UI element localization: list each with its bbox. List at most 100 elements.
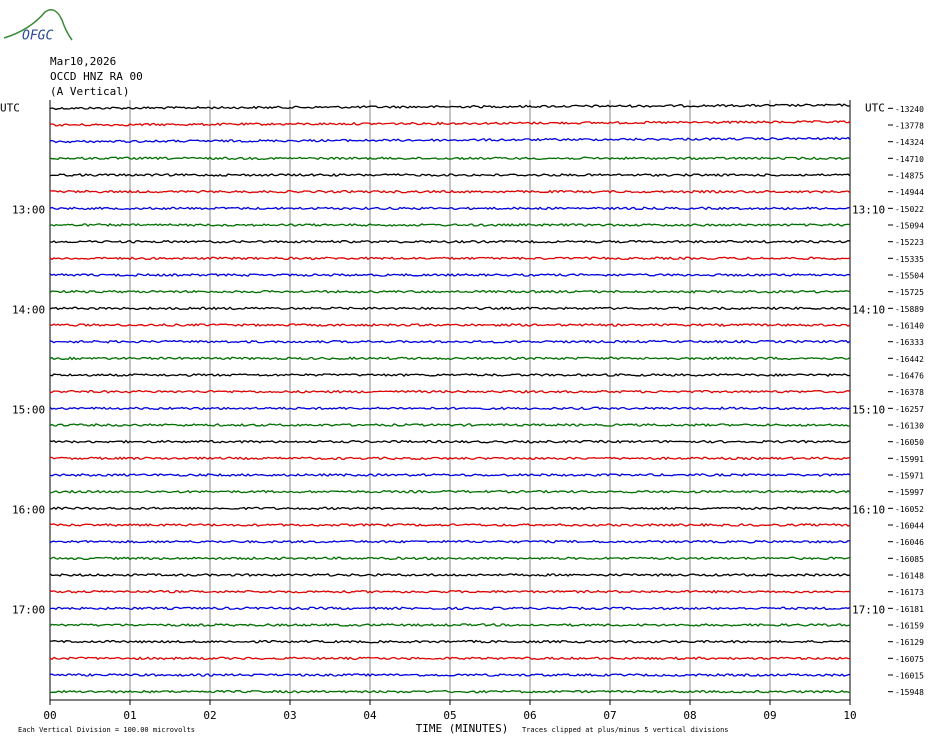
trace <box>49 456 850 461</box>
trace <box>49 406 851 411</box>
offset-label: -15948 <box>895 688 924 697</box>
trace <box>49 356 851 361</box>
station: OCCD HNZ RA 00 <box>50 70 143 83</box>
offset-label: -16130 <box>895 422 924 431</box>
offset-label: -16442 <box>895 355 924 364</box>
offset-label: -16085 <box>895 555 924 564</box>
x-tick-label: 03 <box>283 709 296 722</box>
x-tick-label: 10 <box>843 709 856 722</box>
right-time-label: 16:10 <box>852 503 885 516</box>
footer-left: Each Vertical Division = 100.00 microvol… <box>18 726 195 734</box>
right-time-label: 15:10 <box>852 403 885 416</box>
offset-label: -16181 <box>895 605 924 614</box>
offset-label: -16159 <box>895 622 924 631</box>
x-tick-label: 08 <box>683 709 696 722</box>
offset-label: -15223 <box>895 238 924 247</box>
trace <box>49 223 851 227</box>
offset-label: -16140 <box>895 322 924 331</box>
offset-label: -16129 <box>895 638 924 647</box>
trace <box>50 506 851 511</box>
logo-mark <box>3 9 73 41</box>
offset-label: -15094 <box>895 222 924 231</box>
offset-label: -14875 <box>895 172 924 181</box>
left-time-label: 16:00 <box>12 503 45 516</box>
footer-right: Traces clipped at plus/minus 5 vertical … <box>522 726 729 734</box>
trace <box>49 273 851 277</box>
trace <box>49 103 851 111</box>
trace <box>49 156 851 161</box>
offset-label: -13240 <box>895 105 924 114</box>
x-tick-label: 05 <box>443 709 456 722</box>
trace <box>49 606 851 611</box>
logo-text: OFGC <box>22 29 53 44</box>
trace <box>49 439 851 444</box>
x-tick-label: 01 <box>123 709 136 722</box>
trace <box>49 306 851 311</box>
offset-label: -16015 <box>895 672 924 681</box>
trace <box>49 206 851 211</box>
offset-label: -15504 <box>895 272 924 281</box>
offset-label: -16476 <box>895 372 924 381</box>
offset-label: -13778 <box>895 122 924 131</box>
x-tick-label: 04 <box>363 709 377 722</box>
trace <box>49 173 851 177</box>
offset-label: -16173 <box>895 588 924 597</box>
offset-label: -16044 <box>895 522 924 531</box>
offset-label: -16333 <box>895 338 924 347</box>
trace <box>49 539 851 544</box>
trace <box>49 423 851 428</box>
x-tick-label: 02 <box>203 709 216 722</box>
offset-label: -16050 <box>895 438 924 447</box>
trace <box>49 323 851 327</box>
offset-label: -16075 <box>895 655 924 664</box>
offset-label: -16148 <box>895 572 924 581</box>
offset-label: -15991 <box>895 455 924 464</box>
x-tick-label: 09 <box>763 709 776 722</box>
offset-label: -15335 <box>895 255 924 264</box>
offset-label: -14324 <box>895 138 924 147</box>
right-time-label: UTC <box>865 101 885 114</box>
trace <box>49 656 851 661</box>
component: (A Vertical) <box>50 85 129 98</box>
date: Mar10,2026 <box>50 55 116 68</box>
left-time-label: 13:00 <box>12 203 45 216</box>
right-time-label: 17:10 <box>852 603 885 616</box>
right-time-label: 13:10 <box>852 203 885 216</box>
trace <box>49 639 851 644</box>
offset-label: -16257 <box>895 405 924 414</box>
trace <box>49 623 851 627</box>
x-axis-label: TIME (MINUTES) <box>416 722 509 735</box>
trace <box>49 689 851 694</box>
offset-label: -15971 <box>895 472 924 481</box>
trace <box>49 120 851 127</box>
left-time-label: UTC <box>0 101 20 114</box>
trace <box>49 589 851 594</box>
trace <box>49 473 851 477</box>
trace <box>49 289 851 294</box>
offset-label: -16378 <box>895 388 924 397</box>
offset-label: -15725 <box>895 288 924 297</box>
offset-label: -16046 <box>895 538 924 547</box>
trace <box>49 389 851 394</box>
offset-label: -14710 <box>895 155 924 164</box>
offset-label: -16052 <box>895 505 924 514</box>
left-time-label: 14:00 <box>12 303 45 316</box>
trace <box>49 189 851 194</box>
x-tick-label: 07 <box>603 709 616 722</box>
trace <box>49 239 851 244</box>
right-time-label: 14:10 <box>852 303 885 316</box>
offset-label: -15889 <box>895 305 924 314</box>
offset-label: -14944 <box>895 188 924 197</box>
trace <box>49 556 851 561</box>
left-time-label: 17:00 <box>12 603 45 616</box>
x-tick-label: 00 <box>43 709 56 722</box>
left-time-label: 15:00 <box>12 403 45 416</box>
trace <box>49 573 851 577</box>
offset-label: -15997 <box>895 488 924 497</box>
trace <box>49 489 851 494</box>
trace <box>49 522 851 528</box>
x-tick-label: 06 <box>523 709 536 722</box>
trace <box>49 136 851 144</box>
trace <box>49 339 851 344</box>
